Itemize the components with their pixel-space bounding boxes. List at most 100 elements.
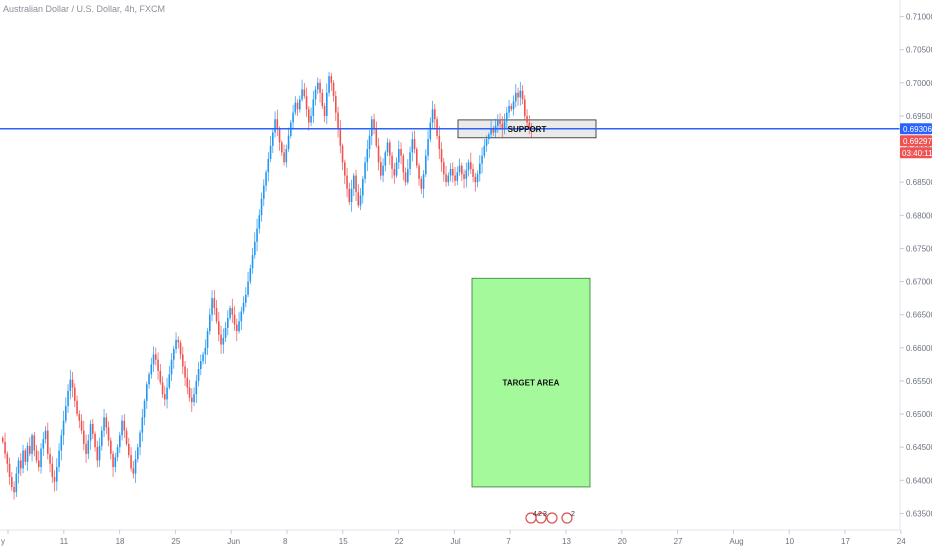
time-tick-label: 7: [506, 537, 511, 546]
candle-body: [51, 463, 54, 477]
candle-body: [62, 420, 65, 436]
candle-body: [114, 457, 117, 468]
candle-body: [125, 430, 128, 444]
candle-body: [139, 432, 141, 448]
candle-body: [330, 76, 333, 83]
time-axis[interactable]: y 11 18 25 Jun 8 15 22 Jul 7 13 20 27 Aug 10 17 24: [1, 530, 906, 546]
candle-body: [218, 321, 220, 335]
candle-body: [220, 334, 222, 345]
candle-body: [13, 486, 15, 493]
time-tick-label: 22: [395, 537, 404, 546]
candle-body: [281, 142, 283, 153]
candle-body: [285, 149, 288, 163]
candle-body: [209, 314, 211, 332]
candle-body: [371, 119, 373, 136]
candle-body: [488, 134, 490, 140]
candle-body: [24, 450, 27, 462]
candle-body: [366, 149, 369, 163]
candle-body: [481, 155, 483, 164]
candle-body: [94, 433, 96, 448]
countdown-badge: 03:40:11: [900, 147, 932, 159]
time-tick-label: Jul: [450, 537, 460, 546]
candle-body: [98, 445, 101, 461]
event-count: 3: [543, 511, 547, 518]
candle-body: [33, 435, 36, 451]
us-flag-icon[interactable]: [561, 512, 573, 524]
candle-body: [31, 435, 33, 454]
candle-body: [386, 142, 389, 153]
candle-body: [211, 298, 213, 315]
target-area-box[interactable]: [471, 277, 591, 488]
time-tick-label: y: [1, 537, 5, 546]
candle-body: [364, 162, 366, 179]
candle-body: [524, 99, 526, 116]
candle-body: [231, 308, 234, 315]
candle-body: [380, 162, 382, 176]
candle-body: [393, 168, 396, 176]
candle-body: [278, 129, 281, 143]
candle-body: [355, 175, 357, 193]
candle-body: [267, 159, 270, 173]
countdown-text: 03:40:11: [902, 149, 932, 158]
candle-body: [310, 115, 312, 123]
candle-body: [2, 437, 4, 442]
candle-body: [56, 467, 58, 482]
candle-body: [350, 188, 353, 203]
candle-body: [112, 453, 114, 468]
candle-body: [335, 96, 337, 113]
candle-body: [193, 394, 195, 403]
candle-body: [119, 435, 121, 448]
candle-body: [510, 106, 513, 110]
candle-body: [130, 455, 132, 469]
candle-body: [227, 318, 229, 328]
candle-body: [170, 359, 173, 375]
candle-body: [161, 382, 164, 395]
candle-body: [479, 163, 481, 175]
candle-body: [413, 139, 416, 150]
candle-body: [443, 162, 445, 175]
candle-body: [123, 420, 126, 431]
time-tick-label: 25: [171, 537, 180, 546]
candle-body: [461, 165, 463, 175]
us-flag-icon[interactable]: [546, 512, 558, 524]
candle-body: [429, 122, 432, 140]
candle-body: [359, 195, 362, 206]
candle-body: [409, 152, 411, 169]
candle-body: [101, 430, 103, 446]
candle-body: [321, 92, 324, 106]
candle-body: [353, 175, 355, 189]
time-tick-label: 15: [339, 537, 348, 546]
candle-body: [411, 139, 414, 153]
candle-body: [168, 374, 171, 388]
candle-body: [418, 165, 420, 179]
candle-body: [58, 450, 60, 468]
candles: [2, 71, 533, 500]
candle-body: [206, 331, 209, 348]
candle-body: [422, 174, 425, 189]
candle-body: [141, 417, 144, 433]
price-tick-label: 0.63500: [906, 509, 932, 518]
candle-body: [148, 374, 150, 385]
economic-events[interactable]: 4 2 3 2: [525, 511, 575, 524]
candle-body: [89, 424, 92, 441]
candle-body: [121, 420, 123, 436]
zone-labels: SUPPORT TARGET AREA: [503, 125, 560, 388]
us-flag-icon[interactable]: [535, 512, 547, 524]
candle-body: [128, 443, 130, 456]
candle-body: [76, 400, 78, 415]
candle-body: [328, 76, 330, 93]
candle-body: [485, 139, 488, 146]
candle-body: [362, 178, 364, 196]
candle-body: [202, 354, 204, 362]
candle-body: [492, 129, 495, 133]
candle-body: [314, 89, 317, 100]
candle-body: [440, 149, 443, 163]
time-tick-label: 18: [116, 537, 125, 546]
